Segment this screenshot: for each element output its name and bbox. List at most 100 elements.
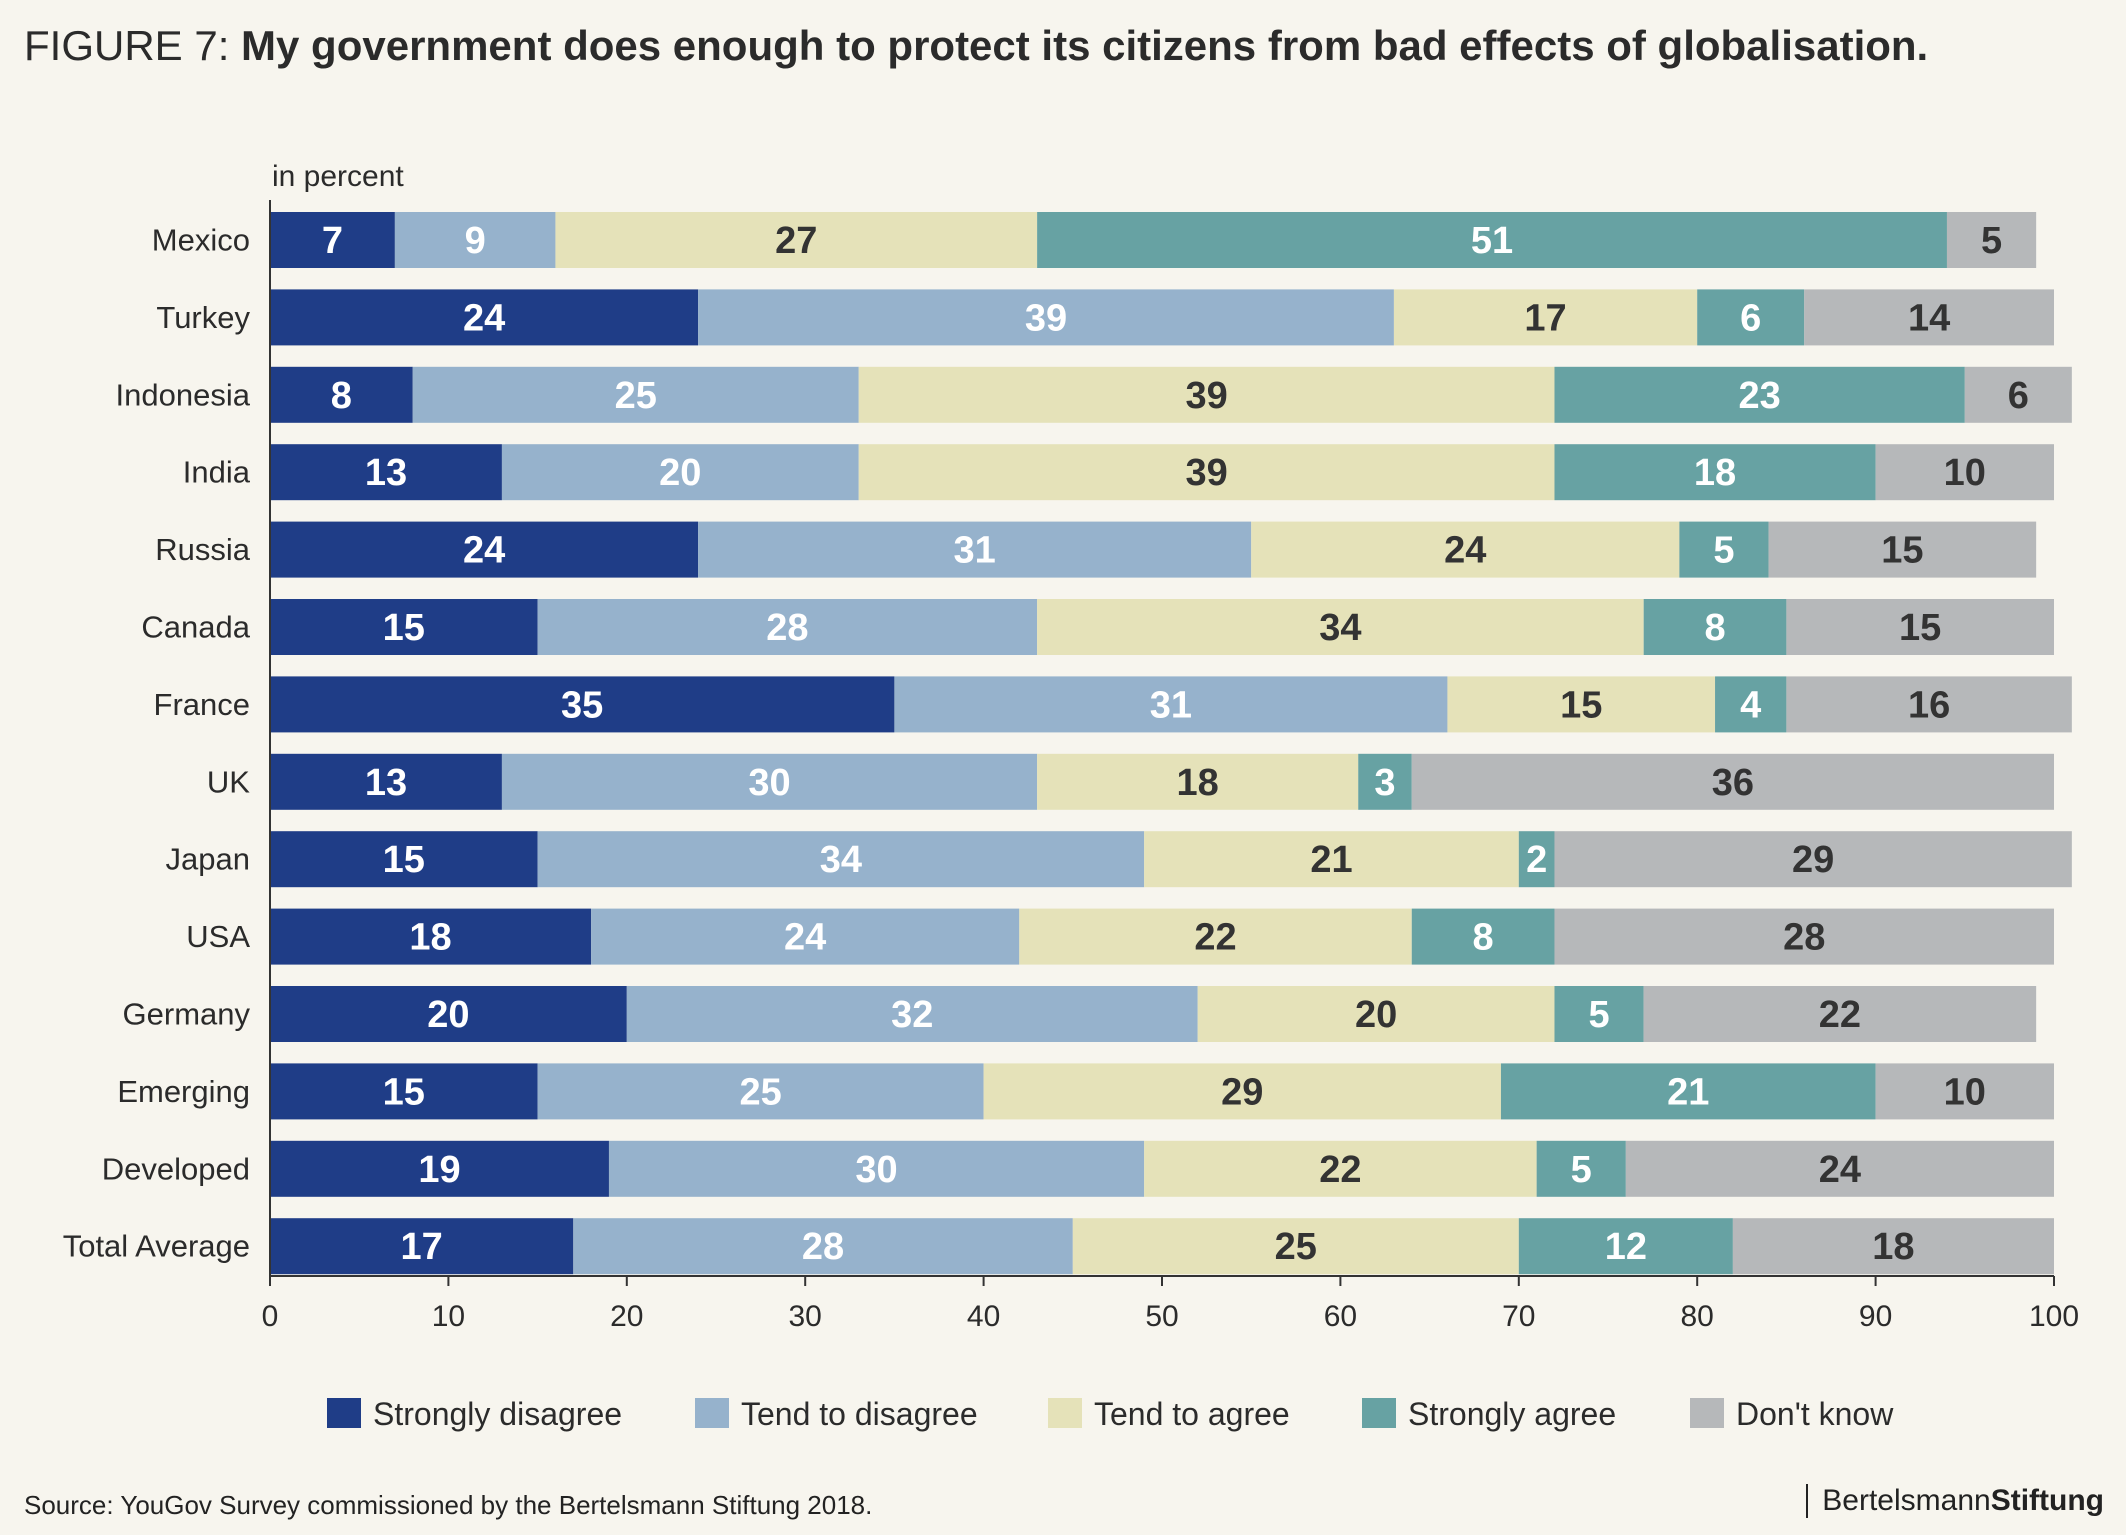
bar-segment bbox=[1554, 831, 2072, 888]
bar-segment bbox=[858, 366, 1555, 423]
data-label: 5 bbox=[1571, 1149, 1592, 1191]
data-label: 29 bbox=[1221, 1071, 1263, 1113]
x-tick-label: 80 bbox=[1681, 1300, 1714, 1333]
bar-segment bbox=[1393, 289, 1698, 346]
data-label: 28 bbox=[802, 1226, 844, 1268]
data-label: 39 bbox=[1025, 297, 1067, 339]
bar-segment bbox=[1715, 676, 1787, 733]
bar-segment bbox=[1536, 1140, 1626, 1197]
data-label: 19 bbox=[418, 1149, 460, 1191]
legend-swatch bbox=[1048, 1398, 1082, 1428]
bar-segment bbox=[1804, 289, 2054, 346]
data-label: 31 bbox=[1150, 684, 1192, 726]
bar-segment bbox=[1946, 212, 2037, 268]
category-label: India bbox=[183, 455, 251, 490]
data-label: 10 bbox=[1944, 452, 1986, 494]
source-note: Source: YouGov Survey commissioned by th… bbox=[24, 1490, 873, 1520]
bar-segment bbox=[270, 753, 502, 810]
x-tick-label: 20 bbox=[610, 1300, 643, 1333]
bar-segment bbox=[573, 1218, 1073, 1275]
legend-swatch bbox=[1362, 1398, 1396, 1428]
data-label: 12 bbox=[1605, 1226, 1647, 1268]
legend-swatch bbox=[1690, 1398, 1724, 1428]
category-label: France bbox=[154, 687, 250, 722]
x-tick-label: 60 bbox=[1324, 1300, 1357, 1333]
bar-segment bbox=[270, 212, 395, 268]
legend-swatch bbox=[695, 1398, 729, 1428]
bar-segment bbox=[270, 1063, 538, 1120]
data-label: 6 bbox=[1740, 297, 1761, 339]
category-label: Japan bbox=[166, 842, 250, 877]
bar-segment bbox=[1251, 521, 1680, 578]
legend-label: Strongly disagree bbox=[373, 1396, 622, 1432]
data-label: 18 bbox=[1177, 762, 1219, 804]
data-label: 24 bbox=[784, 917, 826, 959]
data-label: 15 bbox=[383, 839, 425, 881]
bar-segment bbox=[501, 753, 1038, 810]
x-tick-label: 10 bbox=[432, 1300, 465, 1333]
data-label: 20 bbox=[427, 994, 469, 1036]
data-label: 13 bbox=[365, 762, 407, 804]
category-label: UK bbox=[207, 764, 250, 799]
data-label: 23 bbox=[1738, 375, 1780, 417]
data-label: 17 bbox=[400, 1226, 442, 1268]
bar-segment bbox=[1786, 599, 2054, 655]
bar-segment bbox=[1732, 1218, 2054, 1275]
data-label: 32 bbox=[891, 994, 933, 1036]
data-label: 35 bbox=[561, 684, 603, 726]
data-label: 4 bbox=[1740, 684, 1761, 726]
category-label: Indonesia bbox=[116, 377, 251, 412]
bar-segment bbox=[1447, 676, 1716, 733]
x-tick-label: 70 bbox=[1502, 1300, 1535, 1333]
data-label: 18 bbox=[1694, 452, 1736, 494]
legend-label: Strongly agree bbox=[1408, 1396, 1616, 1432]
bar-segment bbox=[1768, 521, 2037, 578]
bar-segment bbox=[270, 676, 895, 733]
bar-segment bbox=[1019, 908, 1412, 965]
data-label: 5 bbox=[1589, 994, 1610, 1036]
bar-segment bbox=[1964, 366, 2072, 423]
bar-segment bbox=[1875, 1063, 2054, 1120]
x-tick-label: 30 bbox=[789, 1300, 822, 1333]
data-label: 36 bbox=[1712, 762, 1754, 804]
data-label: 10 bbox=[1944, 1071, 1986, 1113]
category-label: Emerging bbox=[117, 1074, 250, 1109]
category-label: USA bbox=[186, 919, 250, 954]
data-label: 30 bbox=[855, 1149, 897, 1191]
bar-segment bbox=[270, 444, 502, 501]
data-label: 39 bbox=[1185, 452, 1227, 494]
data-label: 29 bbox=[1792, 839, 1834, 881]
data-label: 22 bbox=[1819, 994, 1861, 1036]
bar-segment bbox=[1197, 986, 1555, 1042]
bar-segment bbox=[1625, 1140, 2054, 1197]
data-label: 13 bbox=[365, 452, 407, 494]
chart-title: FIGURE 7: My government does enough to p… bbox=[24, 18, 1928, 74]
bar-segment bbox=[626, 986, 1198, 1042]
data-label: 34 bbox=[820, 839, 862, 881]
bar-segment bbox=[270, 1218, 574, 1275]
data-label: 14 bbox=[1908, 297, 1950, 339]
bar-segment bbox=[1786, 676, 2072, 733]
bar-segment bbox=[1679, 521, 1769, 578]
bar-segment bbox=[698, 521, 1252, 578]
data-label: 20 bbox=[1355, 994, 1397, 1036]
bar-segment bbox=[1037, 212, 1947, 268]
data-label: 15 bbox=[383, 1071, 425, 1113]
category-label: Germany bbox=[123, 997, 251, 1032]
x-tick-label: 100 bbox=[2029, 1300, 2079, 1333]
data-label: 20 bbox=[659, 452, 701, 494]
data-label: 24 bbox=[463, 530, 505, 572]
bar-segment bbox=[983, 1063, 1501, 1120]
data-label: 5 bbox=[1713, 530, 1734, 572]
data-label: 27 bbox=[775, 220, 817, 262]
bar-segment bbox=[412, 366, 859, 423]
bar-segment bbox=[1144, 1140, 1537, 1197]
bar-segment bbox=[1037, 753, 1359, 810]
data-label: 2 bbox=[1526, 839, 1547, 881]
bar-segment bbox=[1554, 908, 2054, 965]
category-label: Mexico bbox=[152, 223, 250, 258]
data-label: 18 bbox=[409, 917, 451, 959]
brand-logo: BertelsmannStiftung bbox=[1806, 1484, 2104, 1518]
data-label: 15 bbox=[383, 607, 425, 649]
